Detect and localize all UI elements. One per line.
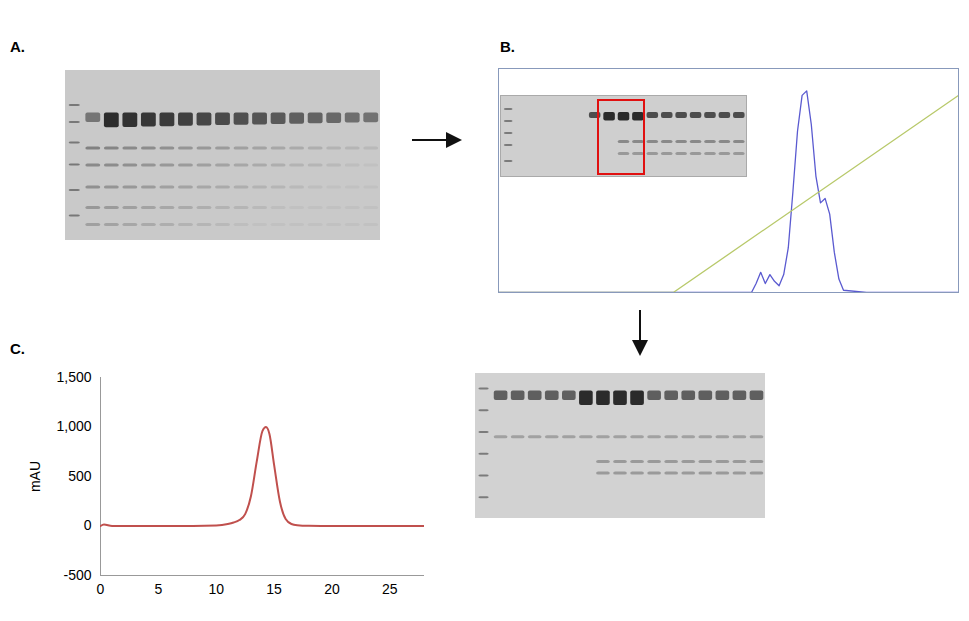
svg-text:0: 0	[84, 517, 92, 533]
svg-text:1,500: 1,500	[56, 369, 91, 385]
svg-text:mAU: mAU	[27, 461, 43, 492]
svg-text:-500: -500	[63, 567, 91, 583]
svg-text:1,000: 1,000	[56, 418, 91, 434]
svg-text:20: 20	[324, 581, 340, 597]
svg-text:15: 15	[266, 581, 282, 597]
svg-text:10: 10	[208, 581, 224, 597]
svg-text:25: 25	[382, 581, 398, 597]
svg-text:0: 0	[97, 581, 105, 597]
html-text:C.: C.	[10, 340, 25, 357]
html-text:A.: A.	[10, 38, 25, 55]
html-text:B.: B.	[500, 38, 515, 55]
svg-text:5: 5	[154, 581, 162, 597]
svg-text:500: 500	[68, 468, 92, 484]
